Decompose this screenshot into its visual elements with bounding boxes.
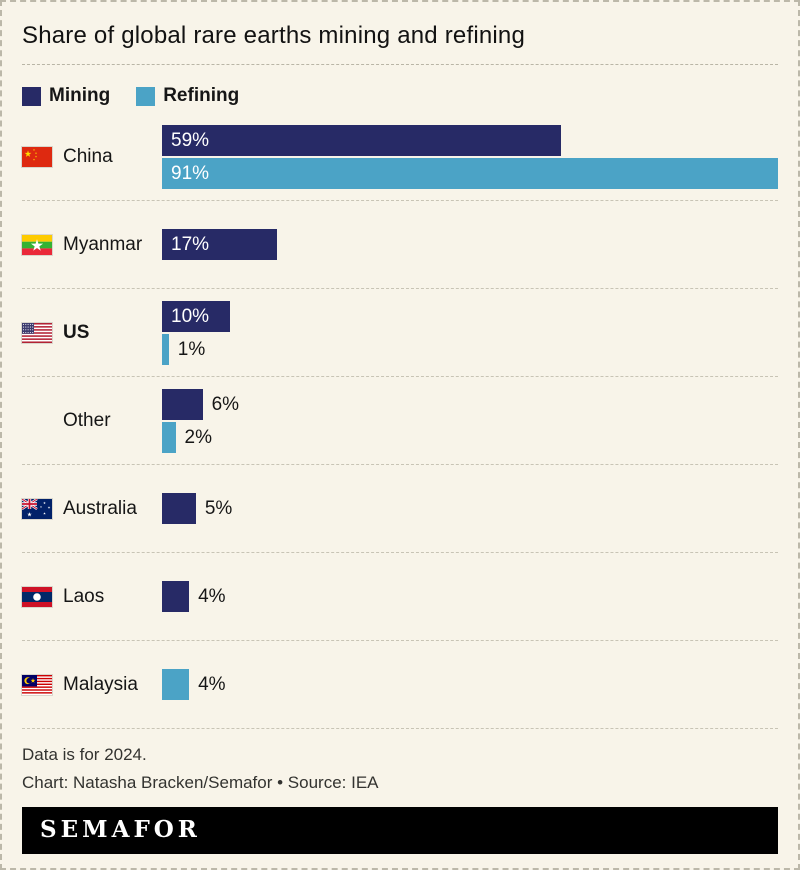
bar-line: 91% (162, 157, 778, 189)
bar-line: 59% (162, 124, 778, 156)
bar-line: 17% (162, 229, 778, 260)
row-bars: 10% 1% (162, 300, 778, 365)
value-label: 2% (184, 426, 213, 448)
value-label: 1% (177, 338, 206, 360)
china-mining-bar: 59% (162, 124, 562, 156)
chart-row-malaysia: Malaysia 4% (22, 641, 778, 729)
semafor-logo-bar: SEMAFOR (22, 807, 778, 854)
bar-line: 4% (162, 581, 778, 612)
row-label-group: Laos (22, 586, 162, 608)
row-label-group: China (22, 146, 162, 168)
row-bars: 6% 2% (162, 388, 778, 453)
mining-swatch-icon (22, 86, 41, 106)
us-refining-bar (162, 333, 169, 365)
australia-flag-icon (22, 498, 52, 519)
malaysia-refining-bar (162, 669, 190, 700)
legend-label-refining: Refining (163, 85, 240, 106)
row-label-group: US (22, 322, 162, 344)
laos-flag-icon (22, 586, 52, 607)
legend-label-mining: Mining (49, 85, 111, 106)
country-label: Australia (63, 497, 137, 519)
row-label-group: Australia (22, 498, 162, 520)
country-label: US (63, 321, 90, 343)
australia-mining-bar (162, 493, 196, 524)
row-label-group: Myanmar (22, 234, 162, 256)
row-label-group: Other (22, 410, 162, 432)
other-mining-bar (162, 388, 203, 420)
chart-row-australia: Australia 5% (22, 465, 778, 553)
row-bars: 4% (162, 581, 778, 612)
value-label: 4% (198, 586, 226, 607)
row-bars: 5% (162, 493, 778, 524)
value-label: 4% (198, 674, 226, 695)
country-label: Other (63, 409, 111, 431)
semafor-logo: SEMAFOR (40, 816, 201, 843)
data-note: Data is for 2024. (22, 745, 147, 764)
bar-line: 2% (162, 421, 778, 453)
credit-line: Chart: Natasha Bracken/Semafor • Source:… (22, 773, 379, 792)
row-bars: 59% 91% (162, 124, 778, 189)
chart-row-us: US 10% 1% (22, 289, 778, 377)
row-label-group: Malaysia (22, 674, 162, 696)
country-label: Laos (63, 585, 105, 607)
chart-row-laos: Laos 4% (22, 553, 778, 641)
bar-line: 4% (162, 669, 778, 700)
row-bars: 4% (162, 669, 778, 700)
myanmar-flag-icon (22, 234, 52, 255)
laos-mining-bar (162, 581, 190, 612)
value-label: 59% (171, 129, 210, 151)
refining-swatch-icon (136, 86, 156, 106)
chart-footer: Data is for 2024. Chart: Natasha Bracken… (22, 733, 778, 854)
legend-item-mining: Mining (22, 85, 110, 107)
country-label: Malaysia (63, 673, 138, 695)
country-label: Myanmar (63, 233, 143, 255)
us-flag-icon (22, 322, 52, 343)
china-refining-bar: 91% (162, 157, 778, 189)
country-label: China (63, 145, 113, 167)
legend-item-refining: Refining (136, 85, 239, 107)
bar-line: 5% (162, 493, 778, 524)
chart-row-other: Other 6% 2% (22, 377, 778, 465)
value-label: 91% (171, 162, 210, 184)
value-label: 5% (204, 498, 233, 519)
chart-title: Share of global rare earths mining and r… (22, 22, 526, 49)
malaysia-flag-icon (22, 674, 52, 695)
title-separator (22, 64, 778, 65)
chart-row-china: China 59% 91% (22, 113, 778, 201)
bar-line: 10% (162, 300, 778, 332)
china-flag-icon (22, 146, 52, 167)
chart-row-myanmar: Myanmar 17% (22, 201, 778, 289)
other-refining-bar (162, 421, 176, 453)
legend: Mining Refining (22, 85, 778, 107)
us-mining-bar: 10% (162, 300, 230, 332)
value-label: 17% (171, 234, 210, 255)
value-label: 6% (211, 393, 240, 415)
myanmar-mining-bar: 17% (162, 229, 278, 260)
row-bars: 17% (162, 229, 778, 260)
bar-line: 6% (162, 388, 778, 420)
bar-line: 1% (162, 333, 778, 365)
value-label: 10% (171, 305, 210, 327)
chart-rows: China 59% 91% Myanmar 17% US 10% 1% Other 6% 2% Aus… (22, 113, 778, 729)
